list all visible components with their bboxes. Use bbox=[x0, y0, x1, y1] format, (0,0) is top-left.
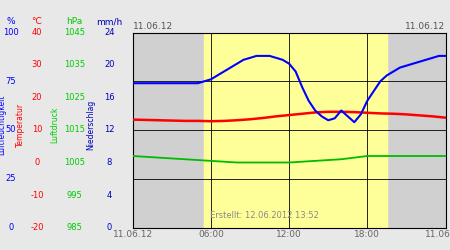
Text: Temperatur: Temperatur bbox=[16, 103, 25, 147]
Text: 40: 40 bbox=[32, 28, 42, 37]
Text: 100: 100 bbox=[3, 28, 19, 37]
Text: 985: 985 bbox=[66, 223, 82, 232]
Text: 12: 12 bbox=[104, 126, 115, 134]
Text: 8: 8 bbox=[107, 158, 112, 167]
Text: 1045: 1045 bbox=[64, 28, 85, 37]
Text: Niederschlag: Niederschlag bbox=[86, 100, 95, 150]
Text: 4: 4 bbox=[107, 190, 112, 200]
Text: 1035: 1035 bbox=[64, 60, 85, 70]
Text: hPa: hPa bbox=[66, 17, 82, 26]
Text: 24: 24 bbox=[104, 28, 115, 37]
Text: 25: 25 bbox=[5, 174, 16, 183]
Text: -10: -10 bbox=[30, 190, 44, 200]
Text: 0: 0 bbox=[8, 223, 14, 232]
Text: 11.06.12: 11.06.12 bbox=[405, 22, 446, 30]
Text: 1015: 1015 bbox=[64, 126, 85, 134]
Text: °C: °C bbox=[32, 17, 42, 26]
Text: -20: -20 bbox=[30, 223, 44, 232]
Text: 1025: 1025 bbox=[64, 93, 85, 102]
Text: 11.06.12: 11.06.12 bbox=[133, 22, 173, 30]
Text: mm/h: mm/h bbox=[96, 17, 122, 26]
Text: Luftdruck: Luftdruck bbox=[50, 107, 59, 143]
Text: 10: 10 bbox=[32, 126, 42, 134]
Text: 20: 20 bbox=[104, 60, 115, 70]
Text: 1005: 1005 bbox=[64, 158, 85, 167]
Text: Erstellt: 12.06.2012 13:52: Erstellt: 12.06.2012 13:52 bbox=[210, 211, 319, 220]
Text: 50: 50 bbox=[5, 126, 16, 134]
Text: 0: 0 bbox=[34, 158, 40, 167]
Text: 30: 30 bbox=[32, 60, 42, 70]
Text: 75: 75 bbox=[5, 77, 16, 86]
Text: %: % bbox=[6, 17, 15, 26]
Bar bbox=[387, 32, 446, 228]
Bar bbox=[204, 32, 387, 228]
Text: Luftfeuchtigkeit: Luftfeuchtigkeit bbox=[0, 95, 7, 155]
Text: 0: 0 bbox=[107, 223, 112, 232]
Text: 16: 16 bbox=[104, 93, 115, 102]
Text: 20: 20 bbox=[32, 93, 42, 102]
Text: 995: 995 bbox=[67, 190, 82, 200]
Bar bbox=[133, 32, 204, 228]
